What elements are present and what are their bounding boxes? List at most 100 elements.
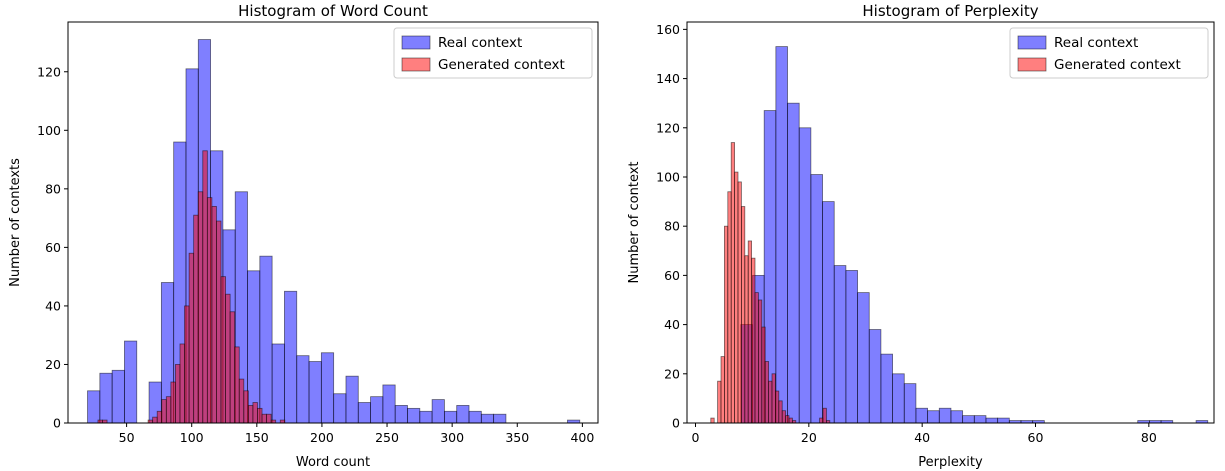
histogram-bar: [771, 373, 776, 424]
histogram-bar: [781, 410, 787, 424]
histogram-bar: [950, 410, 964, 424]
histogram-bar: [382, 384, 396, 424]
y-tick-label: 100: [656, 169, 680, 184]
histogram-bar: [211, 205, 217, 424]
axes-frame: [686, 21, 1215, 424]
legend-label: Real context: [1054, 35, 1138, 51]
histogram-bar: [720, 356, 725, 424]
x-axis-label: Word count: [296, 455, 370, 470]
histogram-bar: [768, 380, 773, 424]
y-tick-label: 140: [656, 71, 680, 86]
histogram-bar: [962, 415, 975, 424]
histogram-bar: [175, 364, 181, 424]
histogram-bar: [819, 417, 824, 424]
histogram-bar: [345, 375, 359, 424]
histogram-bar: [915, 407, 928, 424]
histogram-bar: [188, 252, 195, 424]
y-tick-label: 80: [45, 181, 61, 196]
y-tick-label: 120: [656, 120, 680, 135]
histogram-bar: [927, 410, 940, 424]
histogram-bar: [880, 353, 893, 424]
legend-swatch: [401, 35, 431, 50]
histogram-bar: [758, 299, 763, 424]
histogram-bar: [764, 361, 770, 424]
histogram-bar: [822, 201, 835, 424]
histogram-bar: [252, 402, 258, 424]
histogram-bar: [247, 270, 261, 424]
histogram-bar: [229, 311, 236, 424]
legend: Real context Generated context: [1009, 27, 1209, 79]
histogram-bar: [193, 214, 199, 424]
x-tick-label: 0: [692, 430, 700, 445]
histogram-bar: [284, 290, 298, 424]
histogram-bar: [761, 326, 766, 424]
histogram-bar: [179, 343, 185, 424]
histogram-bar: [261, 413, 267, 424]
histogram-bar: [857, 292, 870, 424]
histogram-bar: [751, 257, 756, 424]
y-tick-label: 120: [37, 64, 61, 79]
x-tick-label: 350: [505, 430, 529, 445]
histogram-bar: [271, 343, 285, 424]
histogram-bar: [202, 150, 208, 424]
histogram-bar: [257, 407, 263, 424]
x-tick-label: 50: [119, 430, 135, 445]
legend-label: Generated context: [438, 57, 565, 73]
chart-title: Histogram of Perplexity: [862, 2, 1038, 20]
histogram-bar: [744, 255, 749, 424]
histogram-bar: [754, 292, 759, 424]
histogram-bar: [111, 369, 125, 424]
y-tick-label: 160: [656, 22, 680, 37]
histogram-bar: [320, 352, 335, 424]
chart-panel-2: 0 20 40 60 80 0 20 40 60 80 100 120 140 160 Histogram …: [627, 2, 1215, 470]
histogram-bar: [810, 174, 823, 424]
histogram-bar: [903, 383, 917, 424]
legend-swatch: [401, 57, 431, 72]
legend-box: [1009, 27, 1209, 79]
histogram-bar: [785, 415, 790, 424]
legend-label: Real context: [438, 35, 522, 51]
histogram-bar: [480, 413, 495, 424]
series-real: [740, 46, 1209, 424]
histogram-bar: [778, 400, 783, 424]
histogram-bar: [197, 191, 204, 424]
histogram-bar: [152, 416, 158, 424]
x-tick-label: 80: [1141, 430, 1157, 445]
chart-title: Histogram of Word Count: [238, 2, 428, 20]
y-tick-label: 0: [672, 416, 680, 431]
y-tick-label: 0: [53, 416, 61, 431]
histogram-bar: [99, 372, 113, 424]
histogram-bar: [238, 378, 245, 424]
y-tick-label: 40: [664, 317, 680, 332]
x-tick-label: 300: [440, 430, 464, 445]
histogram-bar: [87, 390, 101, 424]
histogram-bar: [234, 346, 240, 424]
histogram-bar: [266, 413, 272, 424]
histogram-bar: [259, 255, 273, 424]
histogram-bar: [868, 329, 882, 424]
y-axis-label: Number of context: [627, 161, 642, 283]
histogram-bar: [730, 142, 736, 424]
legend: Real context Generated context: [393, 27, 593, 79]
histogram-bar: [798, 127, 812, 424]
histogram-bar: [156, 410, 163, 424]
x-axis-label: Perplexity: [918, 455, 983, 470]
histogram-bar: [124, 340, 138, 424]
y-axis-label: Number of contexts: [8, 158, 23, 287]
histogram-bar: [165, 396, 172, 424]
histogram-bar: [724, 225, 729, 424]
histogram-bar: [431, 399, 445, 424]
histogram-bar: [225, 293, 231, 424]
histogram-bar: [833, 265, 847, 424]
x-tick-label: 400: [570, 430, 594, 445]
histogram-bar: [220, 276, 226, 424]
histogram-bar: [985, 417, 999, 424]
y-tick-label: 60: [664, 268, 680, 283]
histogram-bar: [296, 355, 310, 424]
chart-panel-1: 50 100 150 200 250 300 350 400 0 20 40 60 80 100 120 Hi…: [8, 2, 599, 470]
histogram-bar: [493, 413, 507, 424]
histogram-bar: [737, 181, 742, 424]
histogram-bar: [787, 102, 800, 424]
x-tick-label: 20: [801, 430, 817, 445]
